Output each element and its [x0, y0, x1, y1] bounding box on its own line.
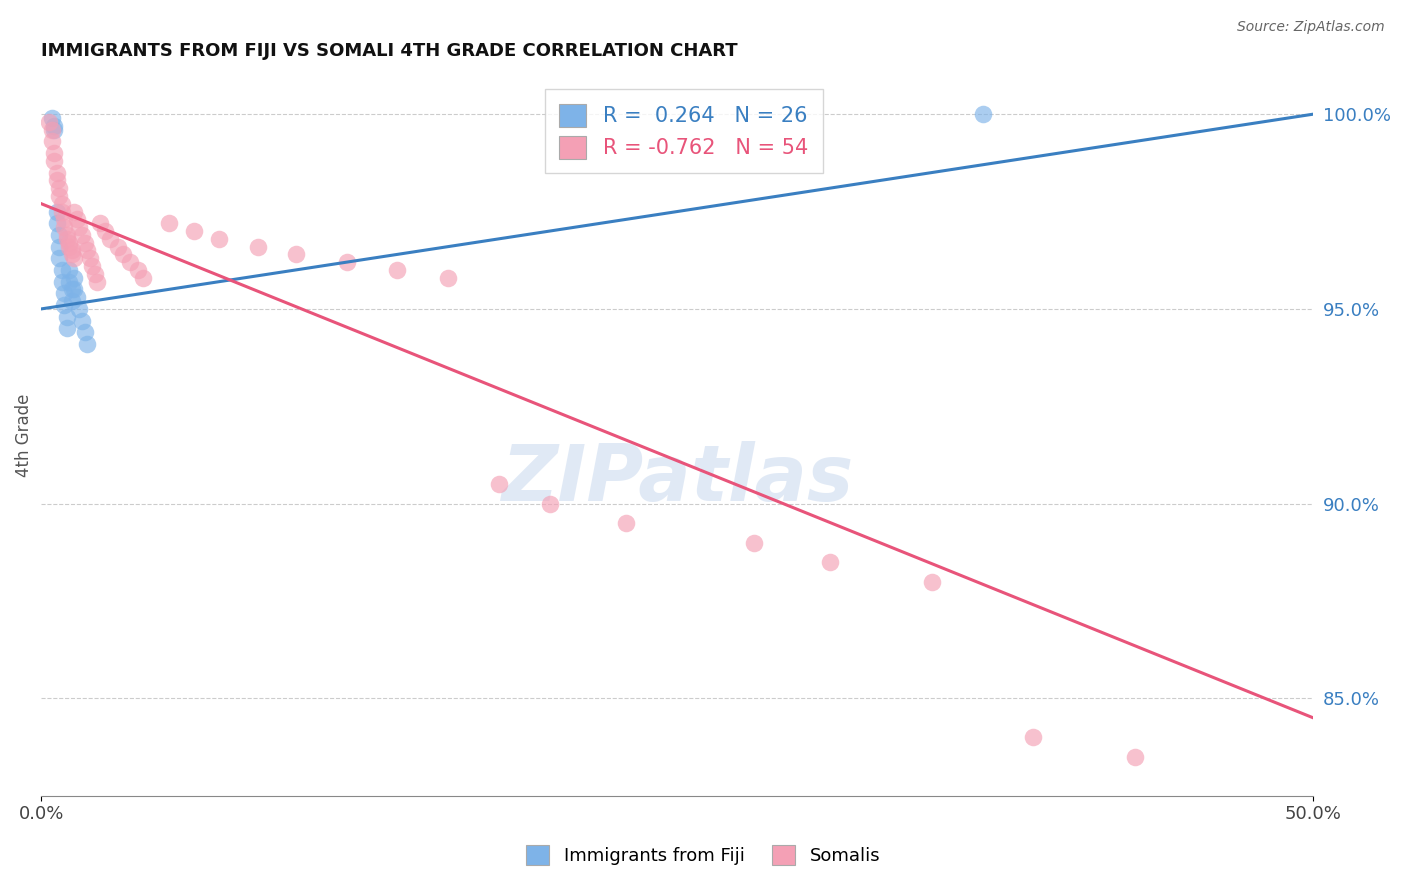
Point: [55, 310, 77, 324]
Text: Source: ZipAtlas.com: Source: ZipAtlas.com: [1237, 20, 1385, 34]
Point: [127, 263, 149, 277]
Point: [41, 111, 63, 125]
Point: [53, 286, 76, 301]
Point: [58, 235, 80, 250]
Point: [41, 122, 63, 136]
Point: [742, 535, 765, 549]
Point: [58, 263, 80, 277]
Point: [921, 574, 943, 589]
Text: ZIPatlas: ZIPatlas: [501, 441, 853, 516]
Point: [45, 165, 67, 179]
Point: [51, 204, 73, 219]
Point: [132, 270, 155, 285]
Point: [69, 220, 91, 235]
Point: [107, 239, 129, 253]
Point: [1022, 731, 1045, 745]
Point: [66, 290, 89, 304]
Point: [60, 282, 83, 296]
Point: [336, 255, 359, 269]
Point: [38, 115, 60, 129]
Point: [94, 224, 117, 238]
Point: [387, 263, 409, 277]
Point: [60, 247, 83, 261]
Point: [73, 325, 96, 339]
Point: [63, 270, 86, 285]
Point: [66, 212, 89, 227]
Point: [53, 298, 76, 312]
Point: [111, 247, 134, 261]
Point: [55, 321, 77, 335]
Legend: R =  0.264   N = 26, R = -0.762   N = 54: R = 0.264 N = 26, R = -0.762 N = 54: [544, 89, 823, 173]
Point: [48, 227, 70, 242]
Point: [79, 252, 101, 266]
Point: [83, 267, 105, 281]
Point: [208, 232, 231, 246]
Point: [60, 244, 83, 258]
Point: [60, 294, 83, 309]
Point: [63, 252, 86, 266]
Point: [48, 239, 70, 253]
Point: [157, 216, 180, 230]
Point: [76, 337, 98, 351]
Point: [73, 235, 96, 250]
Point: [53, 212, 76, 227]
Point: [58, 275, 80, 289]
Y-axis label: 4th Grade: 4th Grade: [15, 393, 32, 477]
Point: [53, 220, 76, 235]
Point: [42, 119, 65, 133]
Text: IMMIGRANTS FROM FIJI VS SOMALI 4TH GRADE CORRELATION CHART: IMMIGRANTS FROM FIJI VS SOMALI 4TH GRADE…: [41, 42, 738, 60]
Point: [45, 173, 67, 187]
Point: [63, 204, 86, 219]
Point: [98, 232, 121, 246]
Point: [246, 239, 269, 253]
Point: [183, 224, 205, 238]
Point: [51, 196, 73, 211]
Point: [48, 252, 70, 266]
Point: [1123, 749, 1146, 764]
Point: [69, 301, 91, 316]
Point: [48, 181, 70, 195]
Point: [70, 227, 93, 242]
Point: [89, 216, 111, 230]
Point: [616, 516, 638, 530]
Point: [63, 282, 86, 296]
Point: [437, 270, 460, 285]
Point: [284, 247, 307, 261]
Legend: Immigrants from Fiji, Somalis: Immigrants from Fiji, Somalis: [519, 838, 887, 872]
Point: [488, 477, 510, 491]
Point: [48, 189, 70, 203]
Point: [82, 259, 104, 273]
Point: [76, 244, 98, 258]
Point: [42, 122, 65, 136]
Point: [55, 227, 77, 242]
Point: [51, 263, 73, 277]
Point: [70, 313, 93, 327]
Point: [42, 146, 65, 161]
Point: [55, 232, 77, 246]
Point: [41, 135, 63, 149]
Point: [818, 555, 841, 569]
Point: [51, 275, 73, 289]
Point: [538, 497, 561, 511]
Point: [45, 216, 67, 230]
Point: [45, 204, 67, 219]
Point: [972, 107, 994, 121]
Point: [86, 275, 108, 289]
Point: [58, 239, 80, 253]
Point: [42, 153, 65, 168]
Point: [120, 255, 142, 269]
